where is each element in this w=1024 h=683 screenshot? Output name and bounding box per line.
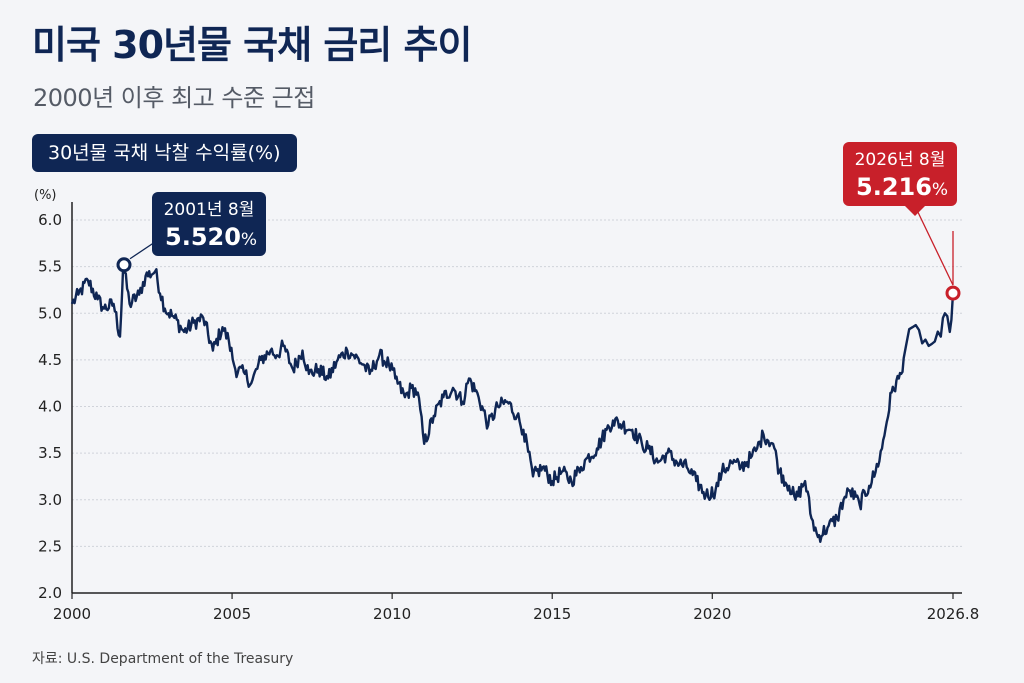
y-tick-label: 2.0 [38,584,62,602]
data-point-marker [945,285,961,301]
callout-date: 2001년 8월 [164,200,255,220]
chart-title: 미국 30년물 국채 금리 추이 [32,23,472,67]
callout-date: 2026년 8월 [855,150,946,170]
y-tick-label: 6.0 [38,211,62,229]
y-tick-label: 3.5 [38,444,62,462]
y-tick-label: 5.5 [38,258,62,276]
source-note: 자료: U.S. Department of the Treasury [32,651,294,667]
x-tick-label: 2000 [53,605,91,623]
y-tick-label: 5.0 [38,304,62,322]
y-unit-label: (%) [34,188,57,203]
callout-pointer [905,206,925,216]
x-tick-label: 2015 [533,605,571,623]
callout-percent: % [241,230,257,250]
y-tick-label: 4.0 [38,398,62,416]
series-line [70,263,955,543]
callout-connector [914,205,954,286]
x-tick-label: 2010 [373,605,411,623]
chart-subtitle: 2000년 이후 최고 수준 근접 [33,84,315,112]
data-point-marker [116,257,132,273]
y-tick-label: 3.0 [38,491,62,509]
series-badge: 30년물 국채 낙찰 수익률(%) [32,134,297,172]
x-tick-label: 2020 [693,605,731,623]
x-tick-label: 2005 [213,605,251,623]
y-tick-label: 4.5 [38,351,62,369]
callout-percent: % [932,180,948,200]
y-tick-label: 2.5 [38,537,62,555]
callout-box [843,142,957,206]
callout-value: 5.520 [165,223,241,251]
callout-value: 5.216 [856,173,932,201]
callout-box [152,192,266,256]
x-tick-label: 2026.8 [927,605,980,623]
